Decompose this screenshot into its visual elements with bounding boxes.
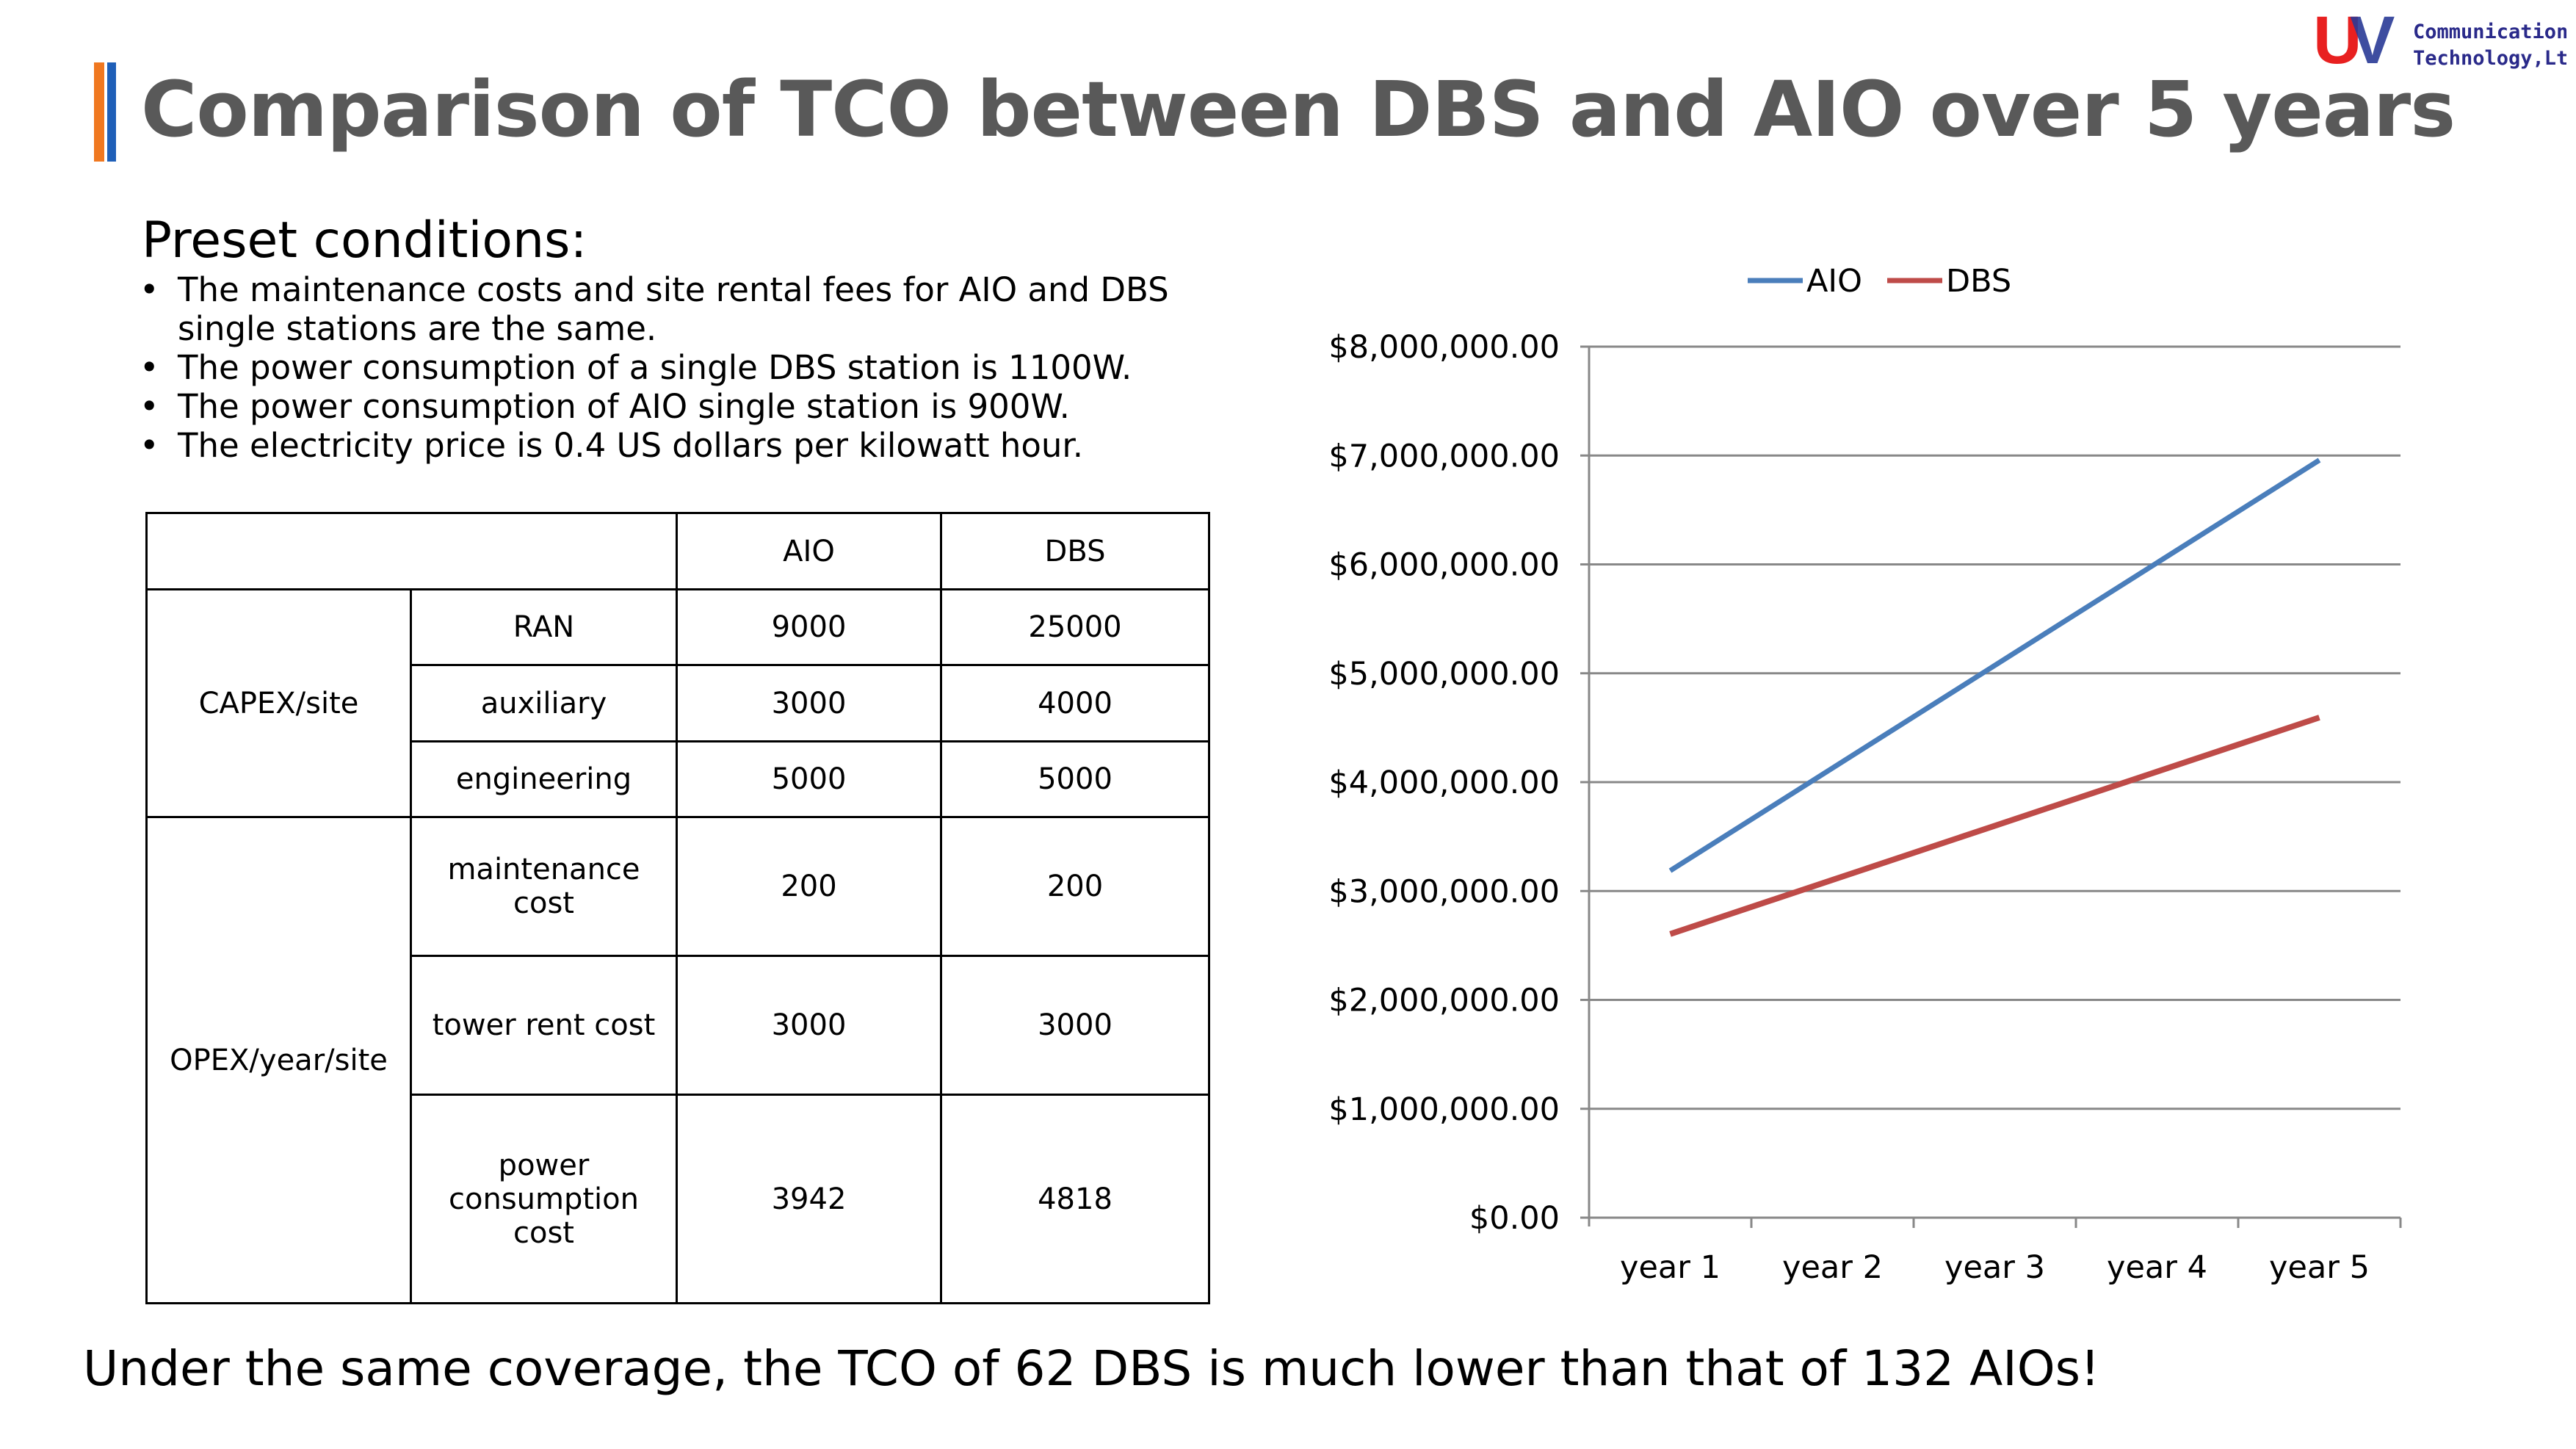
logo-line1: Communication <box>2413 21 2566 43</box>
row-label: engineering <box>410 740 678 818</box>
row-label: tower rent cost <box>410 955 678 1096</box>
table-row: tower rent cost 3000 3000 <box>147 955 1210 1096</box>
y-tick-label: $8,000,000.00 <box>1328 329 1560 366</box>
table-row: OPEX/year/site maintenance cost 200 200 <box>145 816 1210 1304</box>
condition-item: The maintenance costs and site rental fe… <box>140 270 1241 348</box>
table-row: auxiliary 3000 4000 <box>147 664 1210 742</box>
logo-mark-u: U <box>2313 6 2362 73</box>
cell: 3000 <box>676 955 942 1096</box>
x-tick-label: year 1 <box>1620 1249 1721 1286</box>
cell: 5000 <box>676 740 942 818</box>
cell: 4000 <box>940 664 1210 742</box>
series-line-aio <box>1668 458 2321 873</box>
y-tick-label: $2,000,000.00 <box>1328 983 1560 1019</box>
y-tick-label: $3,000,000.00 <box>1328 873 1560 910</box>
company-logo: U V Communication Technology,Ltd. <box>2313 6 2566 73</box>
conclusion-text: Under the same coverage, the TCO of 62 D… <box>83 1340 2100 1397</box>
y-tick-label: $5,000,000.00 <box>1328 656 1560 693</box>
header-cell: DBS <box>940 512 1210 590</box>
y-tick-label: $4,000,000.00 <box>1328 765 1560 801</box>
x-tick-label: year 5 <box>2269 1249 2370 1286</box>
accent-bar-blue <box>107 62 116 162</box>
y-tick-label: $6,000,000.00 <box>1328 547 1560 584</box>
cell: 3000 <box>676 664 942 742</box>
cell: 3000 <box>940 955 1210 1096</box>
logo-line2: Technology,Ltd. <box>2413 47 2566 70</box>
table-header-row: AIO DBS <box>145 512 1210 590</box>
conditions-list: The maintenance costs and site rental fe… <box>140 270 1241 465</box>
row-label: RAN <box>410 588 678 666</box>
cell: 200 <box>940 816 1210 957</box>
y-tick-label: $7,000,000.00 <box>1328 438 1560 474</box>
condition-item: The electricity price is 0.4 US dollars … <box>140 426 1241 465</box>
header-cell <box>145 512 678 590</box>
preset-heading: Preset conditions: <box>142 212 587 270</box>
opex-label: OPEX/year/site <box>145 816 412 1304</box>
series-line-dbs <box>1669 715 2320 937</box>
x-tick-label: year 3 <box>1944 1249 2045 1286</box>
table-row: engineering 5000 5000 <box>147 740 1210 818</box>
cell: 4818 <box>940 1094 1210 1304</box>
x-tick-label: year 2 <box>1782 1249 1883 1286</box>
condition-item: The power consumption of a single DBS st… <box>140 348 1241 387</box>
capex-label: CAPEX/site <box>145 588 412 818</box>
cell: 5000 <box>940 740 1210 818</box>
x-tick-label: year 4 <box>2107 1249 2207 1286</box>
table-row: CAPEX/site RAN 9000 25000 <box>145 588 1210 818</box>
legend-label-dbs: DBS <box>1946 263 2011 300</box>
y-tick-label: $1,000,000.00 <box>1328 1091 1560 1128</box>
cost-table: AIO DBS CAPEX/site RAN 9000 25000 auxiliary 3… <box>145 512 1210 1304</box>
table-row: power consumption cost 3942 4818 <box>147 1094 1210 1304</box>
header-cell: AIO <box>676 512 942 590</box>
cell: 9000 <box>676 588 942 666</box>
row-label: auxiliary <box>410 664 678 742</box>
y-tick-label: $0.00 <box>1469 1200 1560 1237</box>
condition-item: The power consumption of AIO single stat… <box>140 387 1241 426</box>
legend-label-aio: AIO <box>1806 263 1862 300</box>
cell: 3942 <box>676 1094 942 1304</box>
logo-mark-v: V <box>2350 6 2395 73</box>
row-label: power consumption cost <box>410 1094 678 1304</box>
accent-bar-orange <box>94 62 104 162</box>
page-title: Comparison of TCO between DBS and AIO ov… <box>141 65 2456 154</box>
tco-line-chart: $0.00 $1,000,000.00 $2,000,000.00 $3,000,00… <box>1328 263 2402 1286</box>
cell: 200 <box>676 816 942 957</box>
row-label: maintenance cost <box>410 816 678 957</box>
cell: 25000 <box>940 588 1210 666</box>
